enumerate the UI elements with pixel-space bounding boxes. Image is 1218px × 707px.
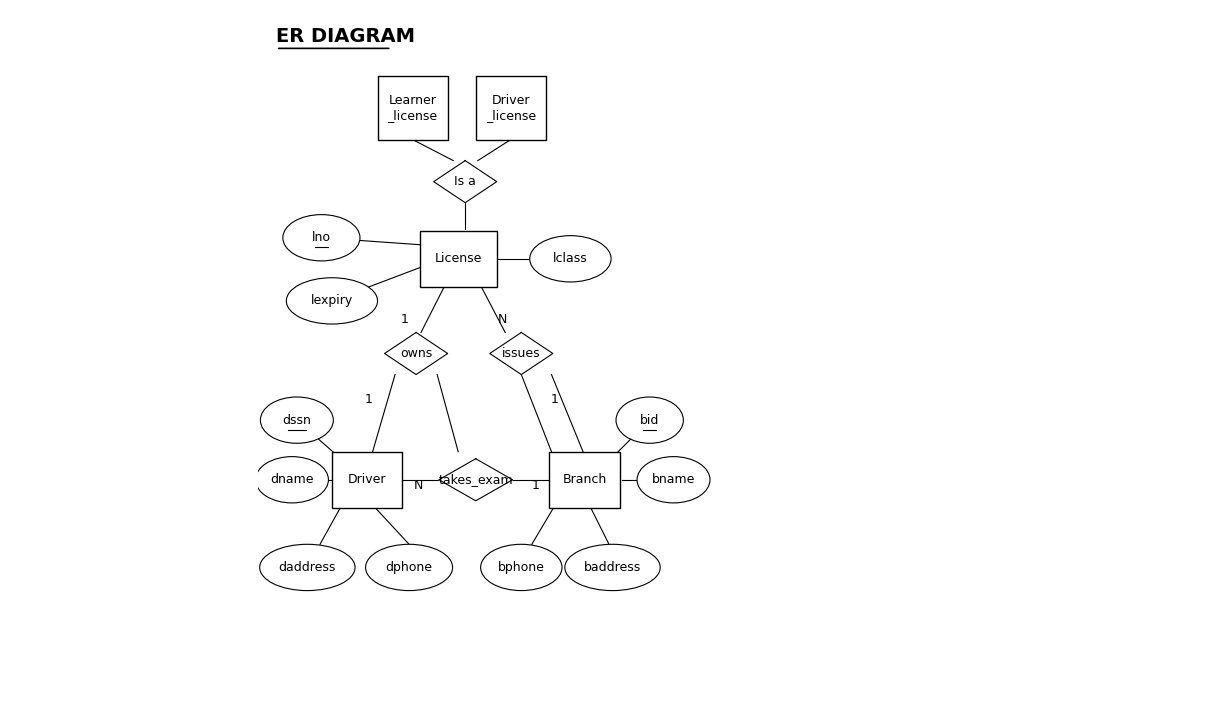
Text: takes_exam: takes_exam — [438, 473, 513, 486]
Ellipse shape — [261, 397, 334, 443]
Text: Driver
_license: Driver _license — [486, 94, 536, 122]
Text: lclass: lclass — [553, 252, 588, 265]
Text: 1: 1 — [531, 479, 540, 492]
Text: dname: dname — [270, 473, 314, 486]
Ellipse shape — [286, 278, 378, 324]
Bar — [378, 76, 448, 139]
Text: bid: bid — [639, 414, 659, 426]
Text: 1: 1 — [551, 392, 558, 406]
Bar — [333, 452, 402, 508]
Polygon shape — [438, 459, 513, 501]
Text: N: N — [498, 313, 507, 327]
Text: 1: 1 — [401, 313, 408, 327]
Text: Is a: Is a — [454, 175, 476, 188]
Ellipse shape — [365, 544, 453, 590]
Bar — [476, 76, 546, 139]
Text: Branch: Branch — [563, 473, 607, 486]
Text: dphone: dphone — [386, 561, 432, 574]
Ellipse shape — [530, 235, 611, 282]
Text: 1: 1 — [365, 392, 373, 406]
Polygon shape — [434, 160, 497, 203]
Text: N: N — [414, 479, 423, 492]
Ellipse shape — [481, 544, 561, 590]
Text: ER DIAGRAM: ER DIAGRAM — [275, 28, 415, 47]
Text: Learner
_license: Learner _license — [387, 94, 437, 122]
Text: dssn: dssn — [283, 414, 312, 426]
Ellipse shape — [565, 544, 660, 590]
Text: lno: lno — [312, 231, 331, 244]
Text: owns: owns — [400, 347, 432, 360]
Ellipse shape — [616, 397, 683, 443]
Ellipse shape — [283, 215, 361, 261]
Text: Driver: Driver — [348, 473, 386, 486]
Text: bname: bname — [652, 473, 695, 486]
Polygon shape — [490, 332, 553, 375]
Ellipse shape — [259, 544, 356, 590]
Text: bphone: bphone — [498, 561, 544, 574]
Ellipse shape — [637, 457, 710, 503]
Bar — [549, 452, 620, 508]
Text: daddress: daddress — [279, 561, 336, 574]
Ellipse shape — [256, 457, 329, 503]
Text: baddress: baddress — [583, 561, 641, 574]
Text: issues: issues — [502, 347, 541, 360]
Text: lexpiry: lexpiry — [311, 294, 353, 308]
Text: License: License — [435, 252, 482, 265]
Bar — [420, 230, 497, 287]
Polygon shape — [385, 332, 448, 375]
